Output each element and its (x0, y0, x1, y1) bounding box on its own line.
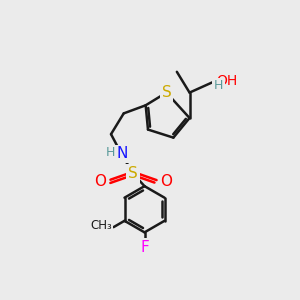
Text: OH: OH (216, 74, 237, 88)
Text: O: O (94, 174, 106, 189)
Text: S: S (128, 166, 138, 181)
Text: N: N (117, 146, 128, 161)
Text: CH₃: CH₃ (90, 220, 112, 232)
Text: H: H (106, 146, 115, 159)
Text: F: F (140, 240, 149, 255)
Text: H: H (214, 79, 223, 92)
Text: O: O (160, 174, 172, 189)
Text: S: S (162, 85, 171, 100)
